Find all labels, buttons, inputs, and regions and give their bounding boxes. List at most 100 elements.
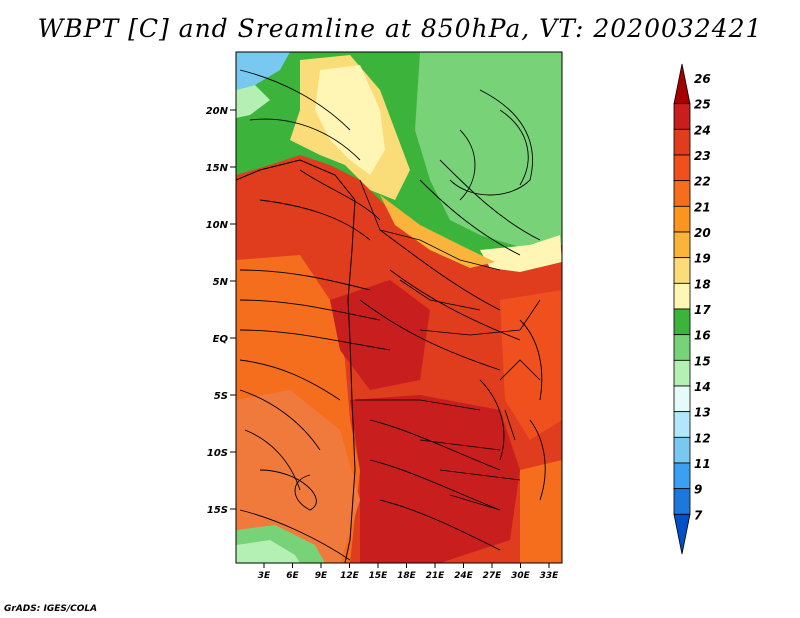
streamline: [259, 199, 371, 241]
streamline: [479, 379, 505, 461]
colorbar-swatch: [673, 180, 691, 207]
colorbar-label: 11: [694, 457, 711, 471]
colorbar-label: 22: [694, 175, 711, 189]
lon-label: 24E: [454, 571, 474, 581]
lat-axis: 20N 15N 10N 5N EQ 5S 10S 15S: [206, 106, 236, 516]
colorbar-swatch: [673, 462, 691, 490]
colorbar-swatch: [673, 488, 691, 515]
streamline: [419, 179, 521, 256]
streamline: [239, 69, 351, 131]
colorbar-label: 19: [694, 252, 711, 266]
lon-label: 33E: [540, 571, 560, 581]
wbpt-field-transition: [380, 195, 495, 268]
wbpt-field-cold-blue: [236, 52, 290, 90]
streamlines: [239, 69, 546, 561]
colorbar-label: 9: [694, 483, 702, 497]
streamline: [369, 459, 501, 511]
colorbar-top-arrow: [673, 63, 691, 105]
lat-label: 10S: [207, 448, 228, 459]
wbpt-field-east-african-highland: [500, 290, 562, 440]
colorbar-label: 18: [694, 277, 711, 291]
colorbar-swatch: [673, 282, 691, 310]
lon-label: 9E: [315, 571, 328, 581]
colorbar-swatch: [673, 128, 691, 156]
lat-label: EQ: [213, 334, 229, 345]
lon-label: 3E: [258, 571, 271, 581]
streamline: [369, 419, 501, 471]
colorbar-label: 23: [694, 149, 711, 163]
colorbar-swatch: [673, 411, 691, 438]
lon-axis: 3E 6E 9E 12E 15E 18E 21E 24E 27E 30E 33E: [258, 563, 559, 581]
streamline: [299, 169, 381, 221]
lon-label: 27E: [483, 571, 503, 581]
colorbar-swatch: [673, 359, 691, 387]
streamline: [239, 509, 351, 561]
wbpt-field-deep-red-central: [330, 280, 430, 390]
streamline: [529, 419, 546, 501]
colorbar-bottom-arrow: [673, 513, 691, 555]
colorbar-label: 12: [694, 431, 711, 445]
lat-label: 5S: [214, 391, 228, 402]
streamline: [239, 299, 381, 321]
colorbar-swatch: [673, 385, 691, 413]
colorbar-label: 7: [694, 508, 703, 522]
streamline: [244, 429, 301, 491]
wbpt-field-deep-red-south: [350, 395, 520, 563]
streamline: [439, 159, 541, 241]
country-borders: [355, 179, 541, 511]
colorbar-swatch: [673, 231, 691, 259]
wbpt-field-sahel-pale: [315, 65, 385, 175]
colorbar-swatch: [673, 334, 691, 361]
footer-credit: GrADS: IGES/COLA: [4, 604, 98, 614]
lat-label: 20N: [206, 106, 229, 117]
map-panel: [236, 52, 562, 563]
map-frame-border: [235, 51, 563, 564]
streamline: [459, 129, 476, 201]
streamline: [239, 359, 341, 401]
colorbar-label: 25: [694, 98, 711, 112]
streamline: [249, 118, 361, 161]
streamline: [239, 389, 321, 451]
colorbar: 26 25 24 23 22 21 20 19 18 17 16 15 14 13 12 11 9 7: [673, 63, 711, 555]
lon-label: 12E: [340, 571, 360, 581]
lon-label: 15E: [369, 571, 389, 581]
colorbar-swatch: [673, 154, 691, 182]
colorbar-label: 17: [694, 303, 711, 317]
colorbar-label: 24: [694, 123, 711, 137]
lat-label: 15S: [207, 505, 228, 516]
colorbar-label: 13: [694, 406, 711, 420]
chart-title: WBPT [C] and Sreamline at 850hPa, VT: 20…: [37, 14, 763, 43]
streamline: [239, 329, 391, 351]
lon-label: 30E: [511, 571, 531, 581]
lon-label: 18E: [397, 571, 417, 581]
lon-label: 6E: [286, 571, 299, 581]
lat-label: 10N: [206, 220, 229, 231]
colorbar-label: 15: [694, 354, 711, 368]
lat-label: 5N: [213, 277, 229, 288]
wbpt-field-ocean-southwest: [236, 390, 360, 563]
streamline: [449, 89, 533, 196]
streamline: [259, 469, 317, 511]
wbpt-field-northeast-light-green: [415, 52, 562, 250]
colorbar-swatch: [673, 257, 691, 284]
streamline: [239, 269, 371, 291]
streamline: [379, 229, 501, 311]
wbpt-field-southeast-coast: [520, 460, 562, 563]
wbpt-field-southwest-pale: [236, 540, 300, 563]
colorbar-label: 20: [694, 226, 711, 240]
streamline: [359, 299, 501, 371]
colorbar-swatch: [673, 103, 691, 130]
wbpt-field-cold-pale: [236, 85, 270, 118]
colorbar-swatch: [673, 308, 691, 336]
coastline: [236, 159, 356, 563]
streamline: [499, 109, 529, 186]
wbpt-field-sahel-band: [480, 235, 562, 272]
colorbar-label: 21: [694, 200, 711, 214]
streamline: [379, 499, 501, 551]
colorbar-swatch: [673, 205, 691, 233]
colorbar-label: 16: [694, 329, 711, 343]
streamline: [389, 269, 521, 341]
lat-label: 15N: [206, 163, 229, 174]
colorbar-label: 14: [694, 380, 711, 394]
